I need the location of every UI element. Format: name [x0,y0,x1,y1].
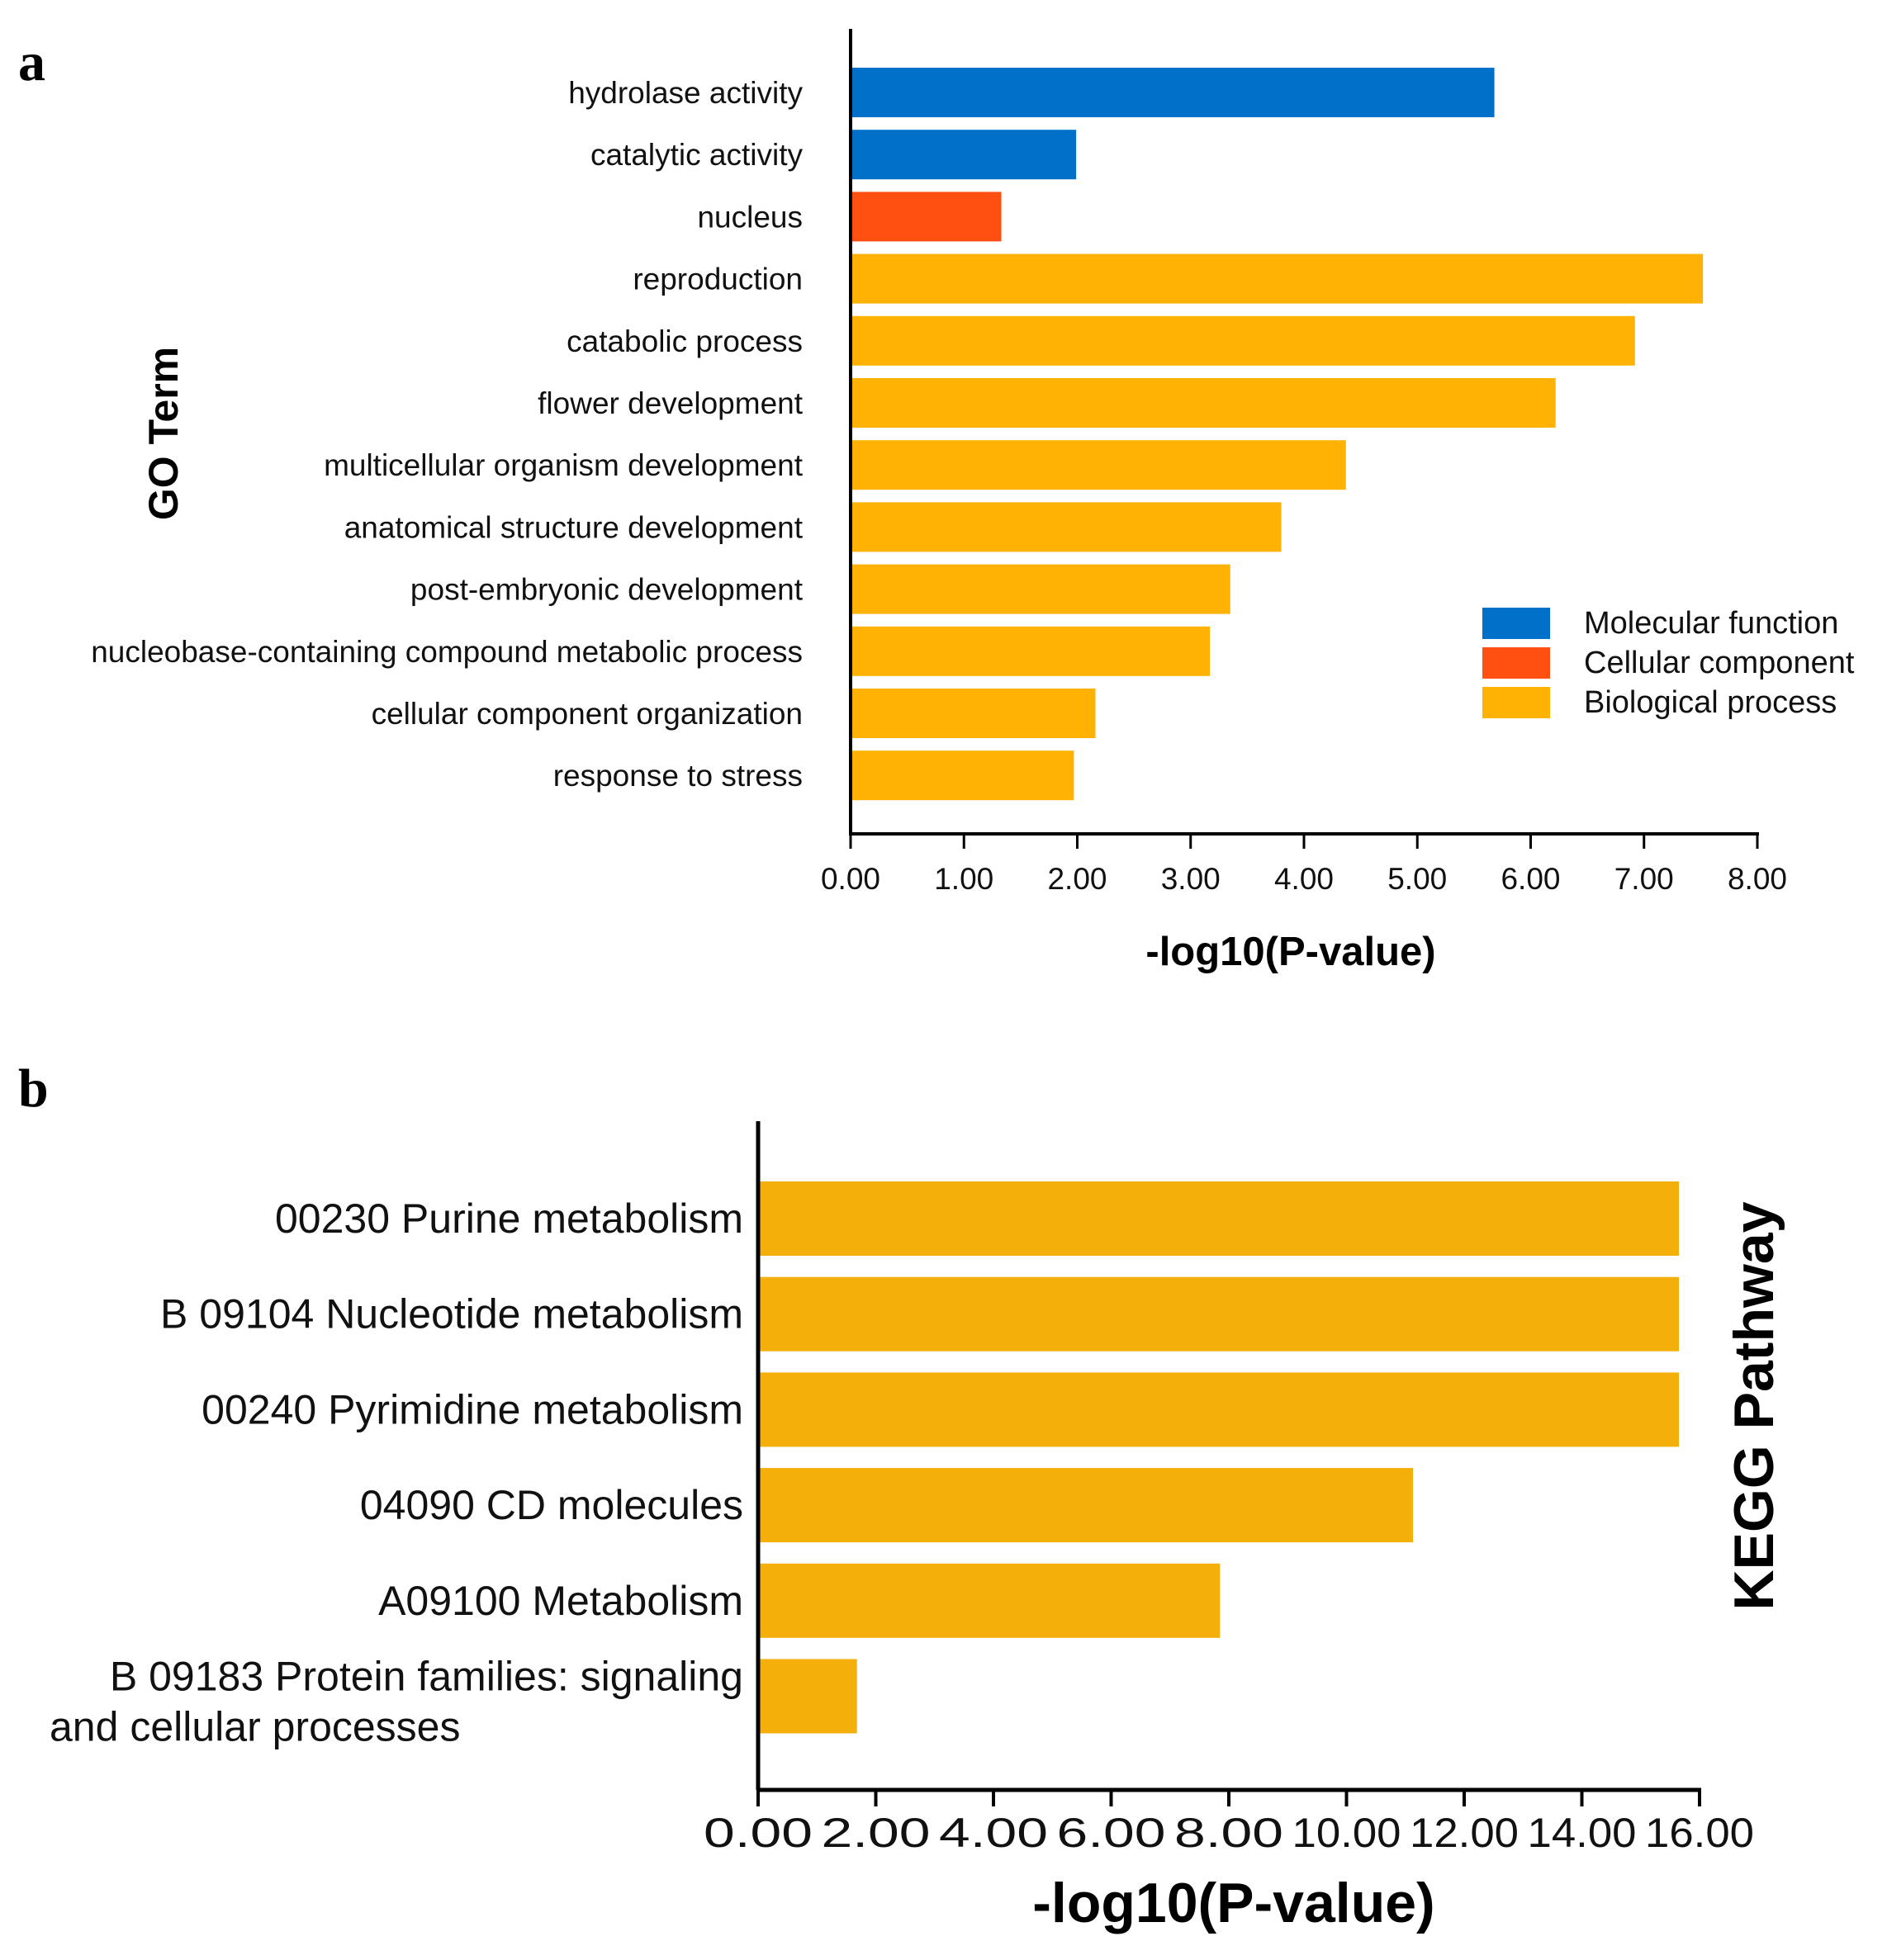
go-label-nucleus: nucleus [697,200,803,234]
go-bar-multicellular-organism-development [851,440,1346,490]
go-x-tick-label: 3.00 [1161,862,1221,896]
kegg-x-tick-label: 14.00 [1528,1810,1637,1856]
kegg-label-b-09183-protein-families-signaling: B 09183 Protein families: signaling [110,1654,743,1700]
panel-a-letter: a [18,32,45,92]
legend-swatch-cellular-component [1482,647,1550,679]
kegg-bar-a09100-metabolism [758,1563,1221,1638]
kegg-bar-04090-cd-molecules [758,1468,1414,1543]
go-x-axis-title: -log10(P-value) [1145,930,1435,974]
go-label-catabolic-process: catabolic process [567,324,803,358]
go-y-axis-title: GO Term [140,347,187,520]
panel-b-letter: b [18,1058,49,1119]
go-label-post-embryonic-development: post-embryonic development [410,573,804,607]
go-label-reproduction: reproduction [633,263,803,296]
kegg-x-tick-label: 6.00 [1057,1810,1166,1856]
go-bar-catabolic-process [851,315,1635,366]
legend-label-cellular-component: Cellular component [1584,646,1855,680]
kegg-x-tick-label: 12.00 [1410,1810,1519,1856]
kegg-bar-b-09183-protein-families-signaling-and-cellular-processes [758,1659,857,1734]
legend-swatch-biological-process [1482,687,1550,718]
legend-label-biological-process: Biological process [1584,685,1837,720]
kegg-label-a09100-metabolism: A09100 Metabolism [378,1578,743,1624]
go-bar-hydrolase-activity [851,68,1495,117]
go-x-tick-label: 5.00 [1387,862,1447,896]
go-label-response-to-stress: response to stress [553,759,803,793]
go-bar-nucleobase-containing-compound-metabolic-process [851,626,1211,676]
go-label-cellular-component-organization: cellular component organization [372,697,803,731]
kegg-x-axis-title: -log10(P-value) [1032,1872,1434,1934]
kegg-x-tick-label: 10.00 [1292,1810,1401,1856]
go-x-tick-label: 6.00 [1501,862,1560,896]
kegg-label-00240-pyrimidine-metabolism: 00240 Pyrimidine metabolism [202,1386,743,1432]
legend-swatch-molecular-function [1482,608,1550,639]
go-x-tick-label: 8.00 [1728,862,1787,896]
go-label-hydrolase-activity: hydrolase activity [568,76,803,110]
kegg-x-tick-label: 16.00 [1645,1810,1754,1856]
go-x-tick-label: 7.00 [1614,862,1674,896]
go-bar-catalytic-activity [851,130,1077,180]
kegg-label-00230-purine-metabolism: 00230 Purine metabolism [275,1195,743,1242]
kegg-x-tick-label: 0.00 [704,1810,813,1856]
kegg-bar-b-09104-nucleotide-metabolism [758,1276,1680,1352]
go-x-tick-label: 0.00 [821,862,880,896]
go-label-anatomical-structure-development: anatomical structure development [344,510,804,544]
kegg-x-tick-label: 4.00 [939,1810,1048,1856]
go-bar-post-embryonic-development [851,564,1230,614]
kegg-y-axis-title: KEGG Pathway [1723,1201,1785,1610]
go-label-multicellular-organism-development: multicellular organism development [324,448,804,482]
go-bar-anatomical-structure-development [851,502,1282,552]
kegg-label-continuation: and cellular processes [50,1704,461,1750]
kegg-bar-00230-purine-metabolism [758,1181,1680,1256]
go-label-catalytic-activity: catalytic activity [590,138,804,172]
go-bar-nucleus [851,192,1002,242]
kegg-label-b-09104-nucleotide-metabolism: B 09104 Nucleotide metabolism [160,1291,743,1337]
kegg-x-tick-label: 8.00 [1174,1810,1283,1856]
go-term-chart: hydrolase activity catalytic activity nucl… [91,29,1855,974]
legend-label-molecular-function: Molecular function [1584,606,1838,641]
go-x-tick-label: 2.00 [1047,862,1107,896]
go-bar-reproduction [851,253,1704,304]
kegg-x-tick-label: 2.00 [822,1810,931,1856]
kegg-pathway-chart: 00230 Purine metabolism B 09104 Nucleotid… [50,1121,1785,1934]
go-x-tick-label: 1.00 [934,862,993,896]
go-label-flower-development: flower development [538,386,804,420]
kegg-label-04090-cd-molecules: 04090 CD molecules [360,1482,743,1528]
go-label-nucleobase-containing-compound-metabolic-process: nucleobase-containing compound metabolic… [91,635,803,669]
kegg-bar-00240-pyrimidine-metabolism [758,1372,1680,1447]
go-bar-cellular-component-organization [851,689,1096,738]
go-x-tick-label: 4.00 [1274,862,1334,896]
go-bar-response-to-stress [851,750,1074,801]
go-bar-flower-development [851,378,1556,428]
